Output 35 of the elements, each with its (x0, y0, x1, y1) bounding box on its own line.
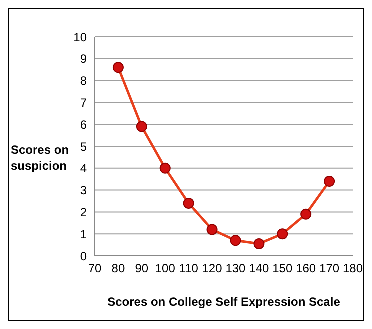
x-tick-label: 160 (296, 262, 316, 276)
point (324, 176, 336, 188)
x-tick-label: 80 (112, 262, 126, 276)
point (254, 238, 265, 250)
y-axis-title: Scores on suspicion (11, 142, 70, 174)
y-tick-label: 6 (80, 118, 88, 132)
x-tick-label: 90 (135, 262, 149, 276)
x-tick-label: 150 (272, 262, 293, 276)
point (112, 62, 124, 74)
y-tick-label: 4 (80, 162, 88, 176)
point (160, 162, 171, 174)
y-tick-label: 2 (80, 205, 88, 220)
y-tick-label: 9 (80, 52, 88, 66)
x-tick-label: 180 (342, 262, 364, 276)
y-tick-label: 3 (80, 184, 88, 198)
x-tick-label: 170 (320, 262, 340, 276)
y-tick-label: 10 (74, 30, 88, 44)
point (277, 228, 288, 240)
x-axis-title: Scores on College Self Expression Scale (108, 295, 341, 309)
point (183, 198, 194, 209)
x-tick-label: 140 (249, 262, 270, 276)
y-tick-label: 8 (80, 74, 88, 88)
point (300, 208, 312, 220)
x-tick-label: 110 (179, 262, 199, 276)
y-tick-label: 0 (80, 249, 88, 264)
x-tick-label: 100 (155, 262, 176, 276)
x-tick-label: 130 (226, 262, 246, 276)
y-tick-label: 5 (80, 140, 88, 154)
y-tick-label: 1 (80, 227, 88, 242)
x-tick-label: 120 (202, 262, 223, 276)
point (206, 224, 218, 236)
x-tick-label: 70 (88, 262, 102, 276)
point (136, 121, 148, 132)
point (230, 235, 242, 246)
y-tick-label: 7 (80, 96, 88, 110)
